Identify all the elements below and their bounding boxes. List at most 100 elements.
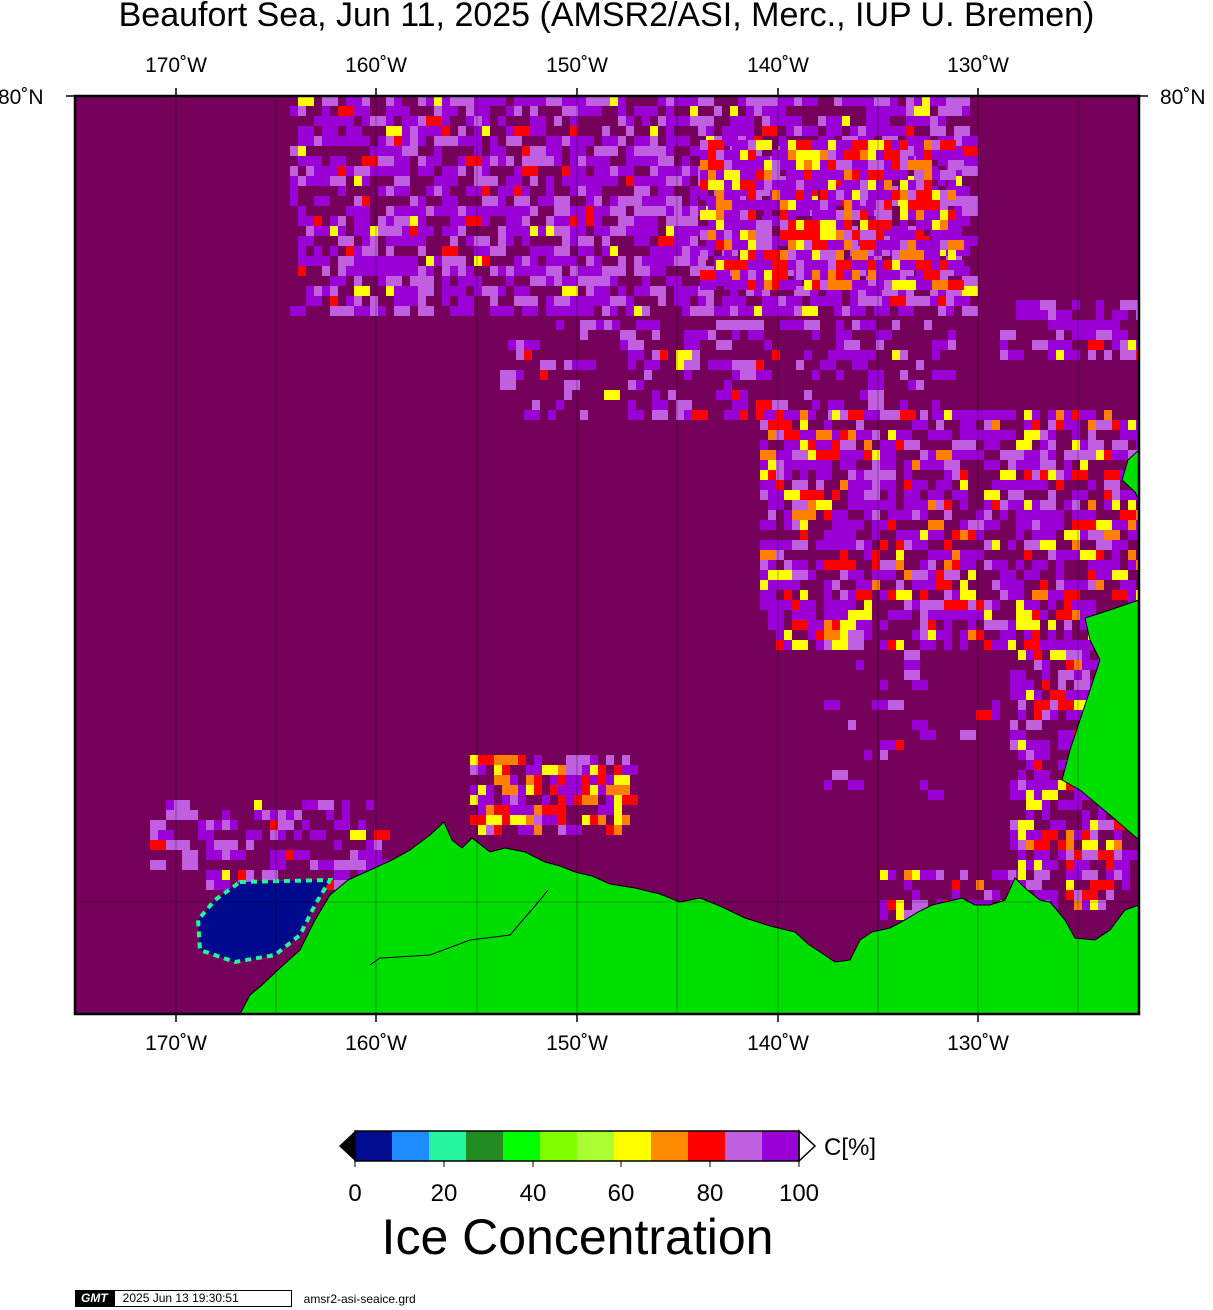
ice-cell [808,610,816,620]
ice-cell [792,500,800,510]
ice-cell [698,286,714,296]
ice-cell [920,600,936,610]
ice-cell [896,900,904,910]
ice-cell [760,490,768,500]
ice-cell [1104,350,1112,360]
ice-cell [860,280,868,290]
ice-cell [904,610,912,620]
ice-cell [820,280,828,290]
ice-cell [788,150,796,160]
ice-cell [590,755,598,765]
ice-cell [780,200,788,210]
ice-cell [840,620,856,630]
ice-cell [876,200,884,210]
ice-cell [844,190,852,200]
ice-cell [828,180,836,190]
ice-cell [800,530,808,540]
ice-cell [810,96,818,106]
ice-cell [1026,790,1034,800]
ice-cell [912,540,928,550]
ice-cell [884,140,892,150]
ice-cell [888,640,896,650]
ice-cell [1024,470,1032,480]
ice-cell [578,136,594,146]
ice-cell [610,166,618,176]
ice-cell [1066,850,1074,860]
ice-cell [984,500,992,510]
ice-cell [1064,450,1080,460]
ice-cell [930,296,938,306]
ice-cell [708,200,716,210]
ice-cell [394,176,410,186]
ice-cell [1128,550,1136,560]
ice-cell [960,430,976,440]
gmt-logo: GMT [75,1290,114,1307]
ice-cell [642,256,650,266]
ice-cell [1032,460,1040,470]
ice-cell [498,116,506,126]
ice-cell [330,286,338,296]
ice-cell [904,660,920,670]
ice-cell [992,480,1000,490]
ice-cell [700,160,708,170]
ice-cell [642,146,650,156]
ice-cell [466,216,482,226]
ice-cell [546,266,562,276]
ice-cell [622,815,630,825]
ice-cell [602,286,610,296]
ice-cell [1008,350,1024,360]
ice-cell [928,520,944,530]
ice-cell [1098,810,1106,820]
ice-cell [794,296,802,306]
ice-cell [1056,580,1064,590]
ice-cell [784,430,792,440]
ice-cell [318,830,326,840]
ice-cell [908,190,916,200]
ice-cell [698,256,706,266]
ice-cell [836,340,844,350]
ice-cell [554,296,562,306]
ice-cell [338,216,346,226]
ice-cell [644,320,660,330]
ice-cell [518,805,534,815]
ice-cell [954,246,962,256]
ice-cell [578,276,594,286]
ice-cell [844,150,860,160]
ice-cell [1082,850,1098,860]
colorbar-title: Ice Concentration [381,1209,774,1265]
ice-cell [930,96,946,106]
ice-cell [888,900,896,910]
ice-cell [386,126,402,136]
ice-cell [960,490,968,500]
ice-cell [582,785,590,795]
ice-cell [458,306,474,316]
ice-cell [346,96,362,106]
ice-cell [944,620,952,630]
ice-cell [1016,440,1032,450]
ice-cell [1000,570,1016,580]
ice-cell [450,256,466,266]
ice-cell [708,270,716,280]
ice-cell [450,216,466,226]
ice-cell [614,815,622,825]
ice-cell [386,116,394,126]
ice-cell [874,96,890,106]
ice-cell [1050,820,1058,830]
ice-cell [1080,530,1088,540]
ice-cell [1096,450,1104,460]
ice-cell [362,196,370,206]
ice-cell [498,96,506,106]
ice-cell [1122,860,1130,870]
ice-cell [976,880,984,890]
ice-cell [976,710,992,720]
ice-cell [884,220,892,230]
colorbar-low-triangle [339,1131,355,1161]
ice-cell [772,150,780,160]
ice-cell [442,286,458,296]
ice-cell [570,186,578,196]
ice-cell [992,440,1000,450]
ice-cell [506,176,514,186]
ice-cell [1040,510,1048,520]
ice-cell [508,340,516,350]
ice-cell [882,116,890,126]
